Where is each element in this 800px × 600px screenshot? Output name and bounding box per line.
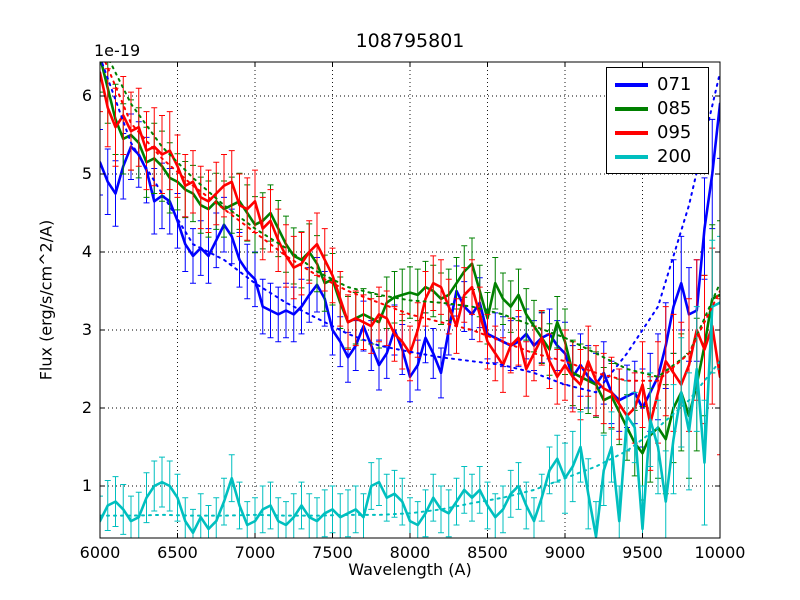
series-line-085 [100, 62, 720, 455]
smoothed-line-071 [100, 62, 720, 394]
legend-line-blue [615, 83, 648, 87]
x-axis-label: Wavelength (A) [348, 560, 472, 579]
y-tick-label-3: 3 [81, 320, 92, 339]
x-tick-label-7500: 7500 [312, 543, 353, 562]
series-line-200 [100, 301, 720, 538]
x-tick-label-6000: 6000 [79, 543, 121, 562]
y-axis-scale-offset: 1e-19 [94, 41, 141, 60]
x-tick-label-8500: 8500 [467, 543, 508, 562]
legend-line-green [615, 107, 648, 111]
x-tick-label-6500: 6500 [157, 543, 198, 562]
series-line-095 [100, 71, 720, 425]
y-tick-label-2: 2 [81, 398, 92, 417]
chart-title: 108795801 [355, 30, 465, 52]
series-group [100, 62, 720, 538]
smoothed-line-095 [104, 62, 720, 382]
x-tick-label-9500: 9500 [622, 543, 663, 562]
y-tick-label-5: 5 [81, 164, 92, 183]
legend-item-085: 085 [607, 97, 708, 121]
x-tick-label-9000: 9000 [544, 543, 586, 562]
y-tick-label-4: 4 [81, 242, 92, 261]
tick-marks [99, 62, 721, 538]
legend-label-200: 200 [657, 146, 692, 167]
legend-item-095: 095 [607, 121, 708, 145]
x-tick-label-8000: 8000 [389, 543, 431, 562]
smoothed-line-085 [109, 62, 720, 378]
legend-label-085: 085 [657, 98, 692, 119]
y-tick-label-1: 1 [81, 476, 92, 495]
legend-line-cyan [615, 155, 648, 159]
legend-label-095: 095 [657, 122, 692, 143]
legend-item-200: 200 [607, 145, 708, 169]
x-tick-label-10000: 10000 [694, 543, 746, 562]
legend: 071 085 095 200 [606, 67, 709, 174]
legend-line-red [615, 131, 648, 135]
legend-item-071: 071 [607, 73, 708, 97]
smoothed-line-200 [100, 360, 720, 517]
legend-label-071: 071 [657, 74, 692, 95]
y-tick-label-6: 6 [81, 86, 92, 105]
x-tick-label-7000: 7000 [234, 543, 276, 562]
